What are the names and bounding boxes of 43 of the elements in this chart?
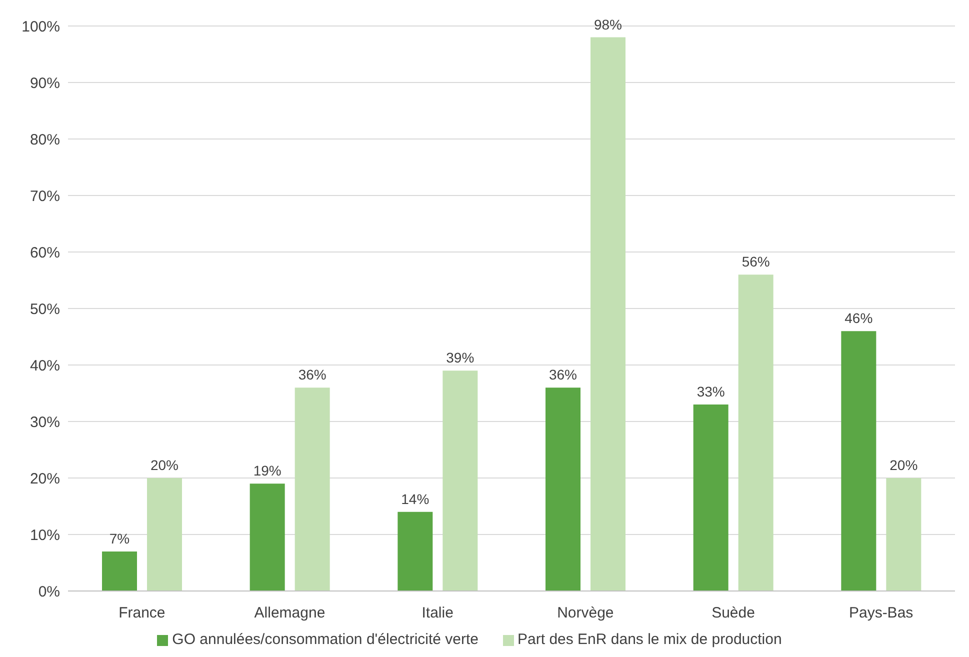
x-tick-label: Allemagne xyxy=(254,604,326,622)
bar xyxy=(250,484,285,591)
bar xyxy=(693,404,728,591)
bar xyxy=(398,512,433,591)
y-tick-label: 50% xyxy=(30,300,60,318)
data-label: 56% xyxy=(742,254,770,270)
data-label: 19% xyxy=(253,462,282,479)
y-tick-label: 70% xyxy=(30,188,60,205)
bar xyxy=(841,331,876,591)
y-tick-label: 40% xyxy=(30,357,60,374)
data-label: 20% xyxy=(150,457,179,473)
x-tick-label: Norvège xyxy=(557,604,614,622)
x-tick-label: Pays-Bas xyxy=(848,604,914,622)
y-tick-label: 30% xyxy=(30,414,60,431)
y-tick-label: 60% xyxy=(30,244,60,262)
y-tick-label: 10% xyxy=(30,526,60,544)
bar xyxy=(102,551,137,591)
bar xyxy=(886,478,922,591)
bar xyxy=(590,37,626,591)
data-label: 14% xyxy=(401,490,430,507)
x-tick-label: France xyxy=(118,604,166,622)
y-tick-label: 20% xyxy=(30,470,60,488)
data-label: 33% xyxy=(696,384,725,400)
data-label: 7% xyxy=(109,530,130,546)
data-label: 98% xyxy=(594,16,622,32)
x-tick-label: Suède xyxy=(712,604,755,622)
data-label: 46% xyxy=(844,310,873,326)
y-tick-label: 0% xyxy=(38,583,60,600)
legend-label: Part des EnR dans le mix de production xyxy=(518,631,782,648)
x-tick-label: Italie xyxy=(422,604,454,622)
bar xyxy=(738,274,774,591)
legend-label: GO annulées/consommation d'électricité verte xyxy=(172,631,479,648)
data-label: 36% xyxy=(298,366,326,383)
y-tick-label: 80% xyxy=(30,131,60,148)
data-label: 39% xyxy=(446,350,474,366)
y-tick-label: 100% xyxy=(22,18,60,36)
bar xyxy=(442,370,478,591)
data-label: 36% xyxy=(548,366,578,383)
y-tick-label: 90% xyxy=(30,74,60,92)
bar xyxy=(147,478,182,591)
bar xyxy=(294,388,330,591)
bar xyxy=(546,388,580,591)
data-label: 20% xyxy=(890,457,918,473)
